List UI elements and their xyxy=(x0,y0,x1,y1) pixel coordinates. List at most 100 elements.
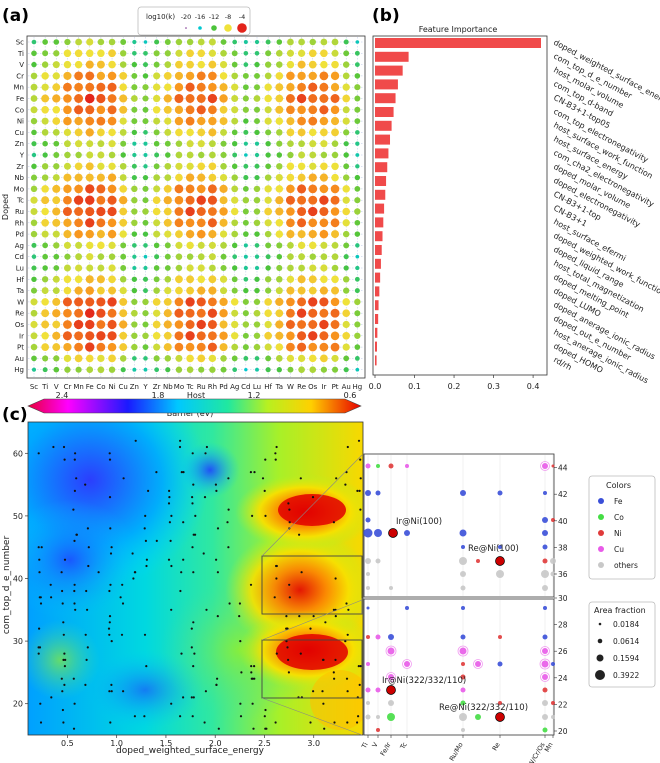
a-point xyxy=(342,219,350,227)
area-legend-label-3: 0.3922 xyxy=(613,671,639,680)
c-sample-point xyxy=(359,458,362,461)
a-point xyxy=(275,49,283,57)
a-xtick-Zn: Zn xyxy=(130,383,139,391)
area-legend: Area fraction 0.0184 0.0614 0.1594 0.3922 xyxy=(588,601,656,688)
a-point xyxy=(42,39,48,45)
a-point xyxy=(243,231,249,237)
a-point xyxy=(297,320,307,329)
a-point xyxy=(207,184,217,194)
a-point xyxy=(196,218,206,228)
c-sample-point xyxy=(253,471,256,474)
a-point xyxy=(197,275,205,284)
zoom-box-lower xyxy=(261,639,363,699)
a-point xyxy=(131,185,138,193)
c-ytick-0: 20 xyxy=(13,700,23,709)
a-point xyxy=(254,39,260,45)
a-point xyxy=(74,229,83,239)
a-point xyxy=(131,106,138,113)
a-point xyxy=(96,331,106,341)
z-point-cu xyxy=(387,647,395,655)
a-point xyxy=(119,343,128,352)
a-point xyxy=(42,242,49,249)
c-sample-point xyxy=(250,671,253,674)
c-sample-point xyxy=(298,533,301,536)
a-point xyxy=(85,218,95,228)
a-point xyxy=(197,241,205,249)
a-point xyxy=(297,184,307,194)
a-ytick-Zr: Zr xyxy=(16,163,24,171)
c-sample-point xyxy=(239,702,242,705)
a-point xyxy=(97,128,105,137)
a-point xyxy=(120,242,127,249)
a-point xyxy=(175,275,183,284)
a-point xyxy=(265,129,272,136)
c-sample-point xyxy=(86,608,89,611)
a-point xyxy=(119,320,128,329)
a-xtick-Rh: Rh xyxy=(208,383,217,391)
a-point xyxy=(343,39,349,45)
a-point xyxy=(74,162,83,171)
z-point-fe xyxy=(497,490,503,496)
c-sample-point xyxy=(285,640,288,643)
a-point xyxy=(355,164,360,169)
a-point xyxy=(242,208,249,215)
a-point xyxy=(196,184,206,194)
a-point xyxy=(108,60,116,69)
a-xtick-Ru: Ru xyxy=(197,383,206,391)
a-point xyxy=(286,49,295,57)
a-point xyxy=(354,276,360,282)
a-point xyxy=(265,265,271,271)
a-xtick-Re: Re xyxy=(297,383,306,391)
a-point xyxy=(208,253,216,261)
a-point xyxy=(319,308,329,318)
c-sample-point xyxy=(155,471,158,474)
a-point xyxy=(186,354,194,363)
a-point xyxy=(342,309,351,318)
c-sample-point xyxy=(73,702,76,705)
a-point xyxy=(108,49,116,58)
a-point xyxy=(85,71,95,81)
a-point xyxy=(198,366,205,373)
z-point-others xyxy=(366,701,370,705)
colors-legend: Colors Fe Co Ni Cu others xyxy=(588,475,656,580)
c-sample-point xyxy=(346,721,349,724)
a-point xyxy=(175,49,183,57)
a-point xyxy=(164,39,171,45)
a-point xyxy=(197,173,206,182)
c-sample-point xyxy=(109,721,112,724)
z-point-ring xyxy=(540,461,550,471)
c-sample-point xyxy=(215,489,218,492)
z-point-others xyxy=(459,713,467,721)
a-point xyxy=(208,105,217,115)
a-point xyxy=(264,196,272,204)
a-ytick-Zn: Zn xyxy=(15,140,24,148)
a-point xyxy=(119,105,128,114)
a-point xyxy=(220,49,227,57)
a-point xyxy=(163,331,172,340)
colors-legend-marker-1 xyxy=(598,514,604,520)
a-point xyxy=(97,140,105,148)
a-point xyxy=(220,140,227,147)
a-point xyxy=(319,71,329,81)
a-point xyxy=(231,95,239,102)
a-point xyxy=(220,355,227,362)
c-sample-point xyxy=(143,715,146,718)
c-xtick-5: 3.0 xyxy=(307,739,320,748)
c-sample-point xyxy=(251,702,254,705)
a-point xyxy=(30,320,38,329)
a-point xyxy=(286,162,295,171)
z-point-fe xyxy=(365,517,371,523)
a-point xyxy=(164,265,171,271)
c-sample-point xyxy=(346,445,349,449)
z-point-others xyxy=(365,714,371,720)
c-ytick-4: 60 xyxy=(13,449,23,458)
c-sample-point xyxy=(359,665,362,668)
a-point xyxy=(185,94,195,103)
a-point xyxy=(298,264,305,272)
a-point xyxy=(52,343,61,352)
a-point xyxy=(143,265,148,271)
area-legend-marker-1 xyxy=(597,638,603,644)
z-point-fe xyxy=(374,529,382,537)
a-point xyxy=(96,308,106,318)
c-sample-point xyxy=(240,671,243,674)
